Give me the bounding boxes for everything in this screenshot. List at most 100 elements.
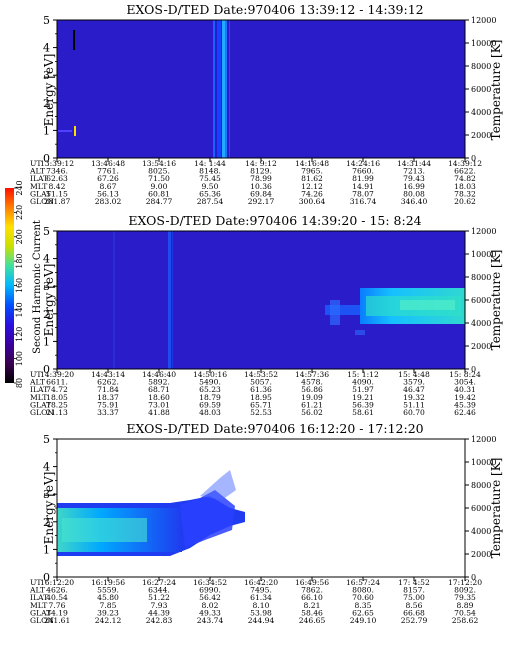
orbit-row-value: 78.32 [454, 189, 476, 198]
temperature-tick-label: 6000 [471, 85, 491, 94]
orbit-row-value: 51.15 [46, 189, 68, 198]
orbit-row-value: 69.84 [250, 189, 272, 198]
orbit-row-value: 281.87 [44, 197, 71, 206]
temperature-tick-label: 10000 [471, 458, 496, 467]
orbit-row-value: 62.63 [46, 174, 68, 183]
orbit-row-value: 16:27:24 [142, 578, 176, 587]
orbit-row-value: 18.03 [454, 182, 476, 191]
energy-tick-label: 2 [43, 516, 50, 529]
orbit-row-value: 20.62 [454, 197, 476, 206]
orbit-row-value: 6262. [97, 378, 119, 387]
orbit-row-label: MLT [30, 182, 47, 191]
temperature-tick-label: 4000 [471, 108, 491, 117]
orbit-row-value: 13:39:12 [40, 159, 74, 168]
energy-tick-label: 0 [43, 152, 50, 165]
orbit-row-value: 300.64 [299, 197, 326, 206]
orbit-row-label: UT [30, 578, 41, 587]
orbit-row-value: 18.60 [148, 393, 170, 402]
energy-tick-label: 3 [43, 69, 50, 82]
energy-tick-label: 2 [43, 97, 50, 110]
orbit-row-value: 68.71 [148, 385, 170, 394]
orbit-row-value: 56.86 [301, 385, 323, 394]
orbit-row-value: 16.99 [403, 182, 425, 191]
orbit-row-value: 66.68 [403, 608, 425, 617]
orbit-row-value: 51.11 [403, 400, 425, 409]
orbit-row-value: 71.84 [97, 385, 119, 394]
orbit-row-value: 15: 4:48 [398, 370, 430, 379]
colorbar: 80 100 120 140 160 180 200 220 240 Second Harmon… [5, 180, 43, 388]
orbit-row-value: 16:12:20 [40, 578, 74, 587]
orbit-row-value: 60.70 [403, 408, 425, 417]
panel-1-energy-label: Energy [eV] [42, 54, 56, 127]
orbit-row-value: 7.76 [49, 601, 66, 610]
orbit-row-value: 252.79 [401, 616, 428, 625]
orbit-row-value: 8.02 [202, 601, 219, 610]
colorbar-tick-label: 220 [15, 205, 24, 220]
colorbar-strip [5, 188, 14, 383]
temperature-tick-label: 4000 [471, 319, 491, 328]
orbit-row-value: 17: 4:52 [398, 578, 430, 587]
orbit-row-label: ILAT [30, 174, 48, 183]
orbit-row-label: GLAT [30, 608, 51, 617]
orbit-row-value: 8157. [403, 586, 425, 595]
orbit-row-value: 44.39 [148, 608, 170, 617]
orbit-row-value: 17:12:20 [448, 578, 482, 587]
orbit-row-value: 52.53 [250, 408, 272, 417]
temperature-tick-label: 12000 [471, 16, 496, 25]
orbit-row-value: 7.93 [151, 601, 168, 610]
orbit-row-value: 45.39 [454, 400, 476, 409]
temperature-tick-label: 8000 [471, 62, 491, 71]
orbit-row-value: 244.94 [248, 616, 275, 625]
colorbar-tick-label: 180 [15, 253, 24, 268]
temperature-tick-label: 2000 [471, 550, 491, 559]
orbit-row-value: 45.80 [97, 593, 119, 602]
orbit-row-value: 7213. [403, 167, 425, 176]
panel-2-temperature-label: Temperature [K] [489, 250, 503, 351]
panel-2-axes: 0 1 2 3 4 5 0 2000 4000 6000 8000 10000 12000 [43, 225, 496, 376]
orbit-row-value: 49.33 [199, 608, 221, 617]
temperature-tick-label: 6000 [471, 296, 491, 305]
energy-tick-label: 5 [43, 14, 50, 27]
orbit-row-value: 74.82 [454, 174, 476, 183]
colorbar-tick-label: 140 [15, 302, 24, 317]
orbit-row-value: 56.13 [97, 189, 119, 198]
colorbar-tick-label: 80 [15, 378, 24, 388]
orbit-row-value: 56.02 [301, 408, 323, 417]
orbit-row-value: 14:24:16 [346, 159, 380, 168]
orbit-row-value: 242.83 [146, 616, 173, 625]
temperature-tick-label: 8000 [471, 273, 491, 282]
orbit-row-label: MLT [30, 393, 47, 402]
orbit-row-value: 79.43 [403, 174, 425, 183]
orbit-row-value: 70.60 [352, 593, 374, 602]
panel-1-title: EXOS-D/TED Date:970406 13:39:12 - 14:39:… [126, 2, 423, 17]
orbit-row-label: ILAT [30, 593, 48, 602]
temperature-tick-label: 0 [471, 573, 476, 582]
orbit-row-value: 65.36 [199, 189, 221, 198]
orbit-row-value: 4578. [301, 378, 323, 387]
energy-tick-label: 4 [43, 461, 50, 474]
colorbar-tick-label: 100 [15, 351, 24, 366]
orbit-row-value: 70.54 [454, 608, 476, 617]
orbit-row-value: 18.95 [250, 393, 272, 402]
colorbar-ticks: 80 100 120 140 160 180 200 220 240 [14, 180, 24, 388]
orbit-row-value: 4090. [352, 378, 374, 387]
panel-2-features [113, 231, 465, 369]
temperature-tick-label: 0 [471, 154, 476, 163]
energy-tick-label: 1 [43, 543, 50, 556]
energy-tick-label: 1 [43, 335, 50, 348]
orbit-row-value: 3054. [454, 378, 476, 387]
orbit-row-value: 61.36 [250, 385, 272, 394]
temperature-tick-label: 10000 [471, 39, 496, 48]
orbit-row-label: ILAT [30, 385, 48, 394]
panel-3-title: EXOS-D/TED Date:970406 16:12:20 - 17:12:… [126, 421, 423, 436]
orbit-row-value: 14: 1:44 [194, 159, 226, 168]
orbit-row-value: 40.54 [46, 593, 68, 602]
energy-tick-label: 3 [43, 488, 50, 501]
orbit-row-value: 243.74 [197, 616, 224, 625]
orbit-row-value: 15: 8:24 [449, 370, 481, 379]
orbit-row-value: 14.91 [352, 182, 374, 191]
energy-tick-label: 1 [43, 124, 50, 137]
orbit-row-value: 8.42 [49, 182, 66, 191]
